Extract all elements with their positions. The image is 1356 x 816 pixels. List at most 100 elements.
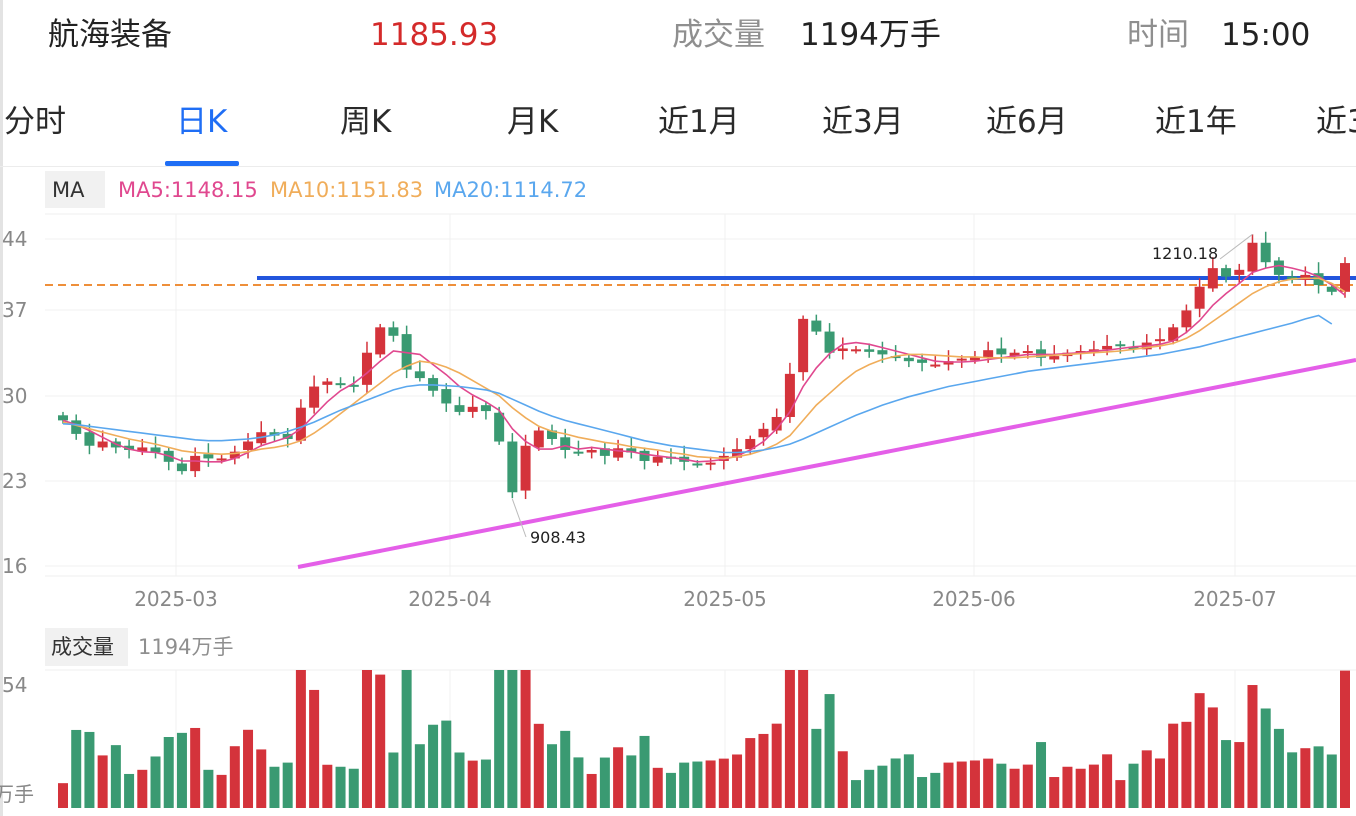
volume-bar <box>679 762 690 808</box>
volume-bar <box>163 737 174 808</box>
low-annotation: 908.43 <box>530 528 586 547</box>
up-candle <box>732 449 743 458</box>
tab-divider <box>0 166 1356 167</box>
down-candle <box>335 383 346 386</box>
volume-indicator-selector[interactable] <box>45 628 128 666</box>
volume-bar <box>110 745 121 808</box>
tab-monthly-k[interactable]: 月K <box>507 104 559 140</box>
down-candle <box>560 437 571 450</box>
volume-bar <box>1141 750 1152 808</box>
last-price: 1185.93 <box>370 17 499 53</box>
tab-3-years[interactable]: 近3 <box>1316 104 1356 140</box>
volume-bar <box>467 760 478 808</box>
up-candle <box>837 348 848 352</box>
tab-daily-k[interactable]: 日K <box>176 104 228 140</box>
stock-name: 航海装备 <box>48 17 172 53</box>
volume-bar <box>1088 764 1099 808</box>
volume-bar <box>269 766 280 808</box>
up-candle <box>771 416 782 431</box>
tab-6-months[interactable]: 近6月 <box>986 104 1068 140</box>
volume-bars <box>58 670 1350 808</box>
ma-indicator-label: MA <box>52 178 85 202</box>
ma-indicator-selector[interactable] <box>45 171 105 208</box>
volume-bar <box>837 751 848 808</box>
volume-bar <box>784 670 795 808</box>
candles <box>58 231 1350 500</box>
volume-bar <box>718 758 729 808</box>
volume-bar <box>613 747 624 808</box>
tab-1-year[interactable]: 近1年 <box>1155 104 1237 140</box>
volume-bar <box>361 670 372 808</box>
up-candle <box>520 445 531 491</box>
volume-bar <box>190 727 201 808</box>
up-candle <box>798 318 809 373</box>
volume-bar <box>137 769 148 808</box>
up-candle <box>1009 352 1020 357</box>
volume-bar <box>692 761 703 808</box>
ma10-line <box>62 277 1346 460</box>
down-candle <box>811 320 822 332</box>
up-candle <box>322 381 333 385</box>
tab-3-months[interactable]: 近3月 <box>822 104 904 140</box>
ma20-legend: MA20:1114.72 <box>434 178 588 202</box>
volume-bar <box>758 733 769 808</box>
down-candle <box>1326 286 1337 292</box>
active-tab-indicator <box>165 161 239 166</box>
volume-bar <box>930 772 941 808</box>
up-candle <box>586 449 597 453</box>
up-candle <box>613 448 624 458</box>
volume-bar <box>1102 754 1113 808</box>
volume-bar <box>229 746 240 808</box>
volume-bar <box>1115 780 1126 808</box>
volume-bar <box>428 724 439 808</box>
down-candle <box>824 331 835 353</box>
y-tick-label: 16 <box>2 554 27 578</box>
high-annotation: 1210.18 <box>1152 244 1218 263</box>
ma5-legend: MA5:1148.15 <box>118 178 258 202</box>
tab-weekly-k[interactable]: 周K <box>340 104 392 140</box>
tab-1-month[interactable]: 近1月 <box>658 104 740 140</box>
volume-bar <box>388 752 399 808</box>
volume-bar <box>969 760 980 808</box>
volume-bar <box>943 762 954 808</box>
up-candle <box>1049 356 1060 360</box>
up-candle <box>1340 263 1350 292</box>
price-axis: 44 37 30 23 16 54 万手 <box>0 227 34 806</box>
chart-grid <box>45 213 1356 808</box>
down-candle <box>71 420 82 434</box>
up-candle <box>533 430 544 448</box>
volume-bar <box>1075 768 1086 808</box>
down-candle <box>1115 344 1126 347</box>
volume-bar <box>507 670 518 808</box>
up-candle <box>930 364 941 367</box>
down-candle <box>203 454 214 459</box>
ma5-line <box>62 264 1346 463</box>
down-candle <box>401 334 412 370</box>
up-candle <box>784 373 795 417</box>
up-candle <box>137 447 148 452</box>
down-candle <box>441 389 452 404</box>
x-tick-label: 2025-06 <box>932 587 1016 611</box>
volume-bar <box>639 735 650 808</box>
down-candle <box>626 448 637 453</box>
down-candle <box>1273 260 1284 275</box>
volume-bar <box>150 756 161 808</box>
down-candle <box>124 445 135 450</box>
volume-bar <box>1340 670 1350 808</box>
tab-intraday[interactable]: 分时 <box>4 104 66 140</box>
up-candle <box>745 438 756 450</box>
volume-bar <box>520 670 531 808</box>
volume-bar <box>850 780 861 808</box>
volume-bar <box>560 730 571 808</box>
volume-indicator-value: 1194万手 <box>138 635 234 659</box>
down-candle <box>494 412 505 442</box>
up-candle <box>1207 268 1218 289</box>
down-candle <box>348 384 359 387</box>
volume-bar <box>441 720 452 808</box>
low-annotation-leader <box>511 498 527 538</box>
volume-bar <box>309 689 320 808</box>
volume-bar <box>956 761 967 808</box>
volume-bar <box>573 757 584 808</box>
down-candle <box>1287 276 1298 280</box>
